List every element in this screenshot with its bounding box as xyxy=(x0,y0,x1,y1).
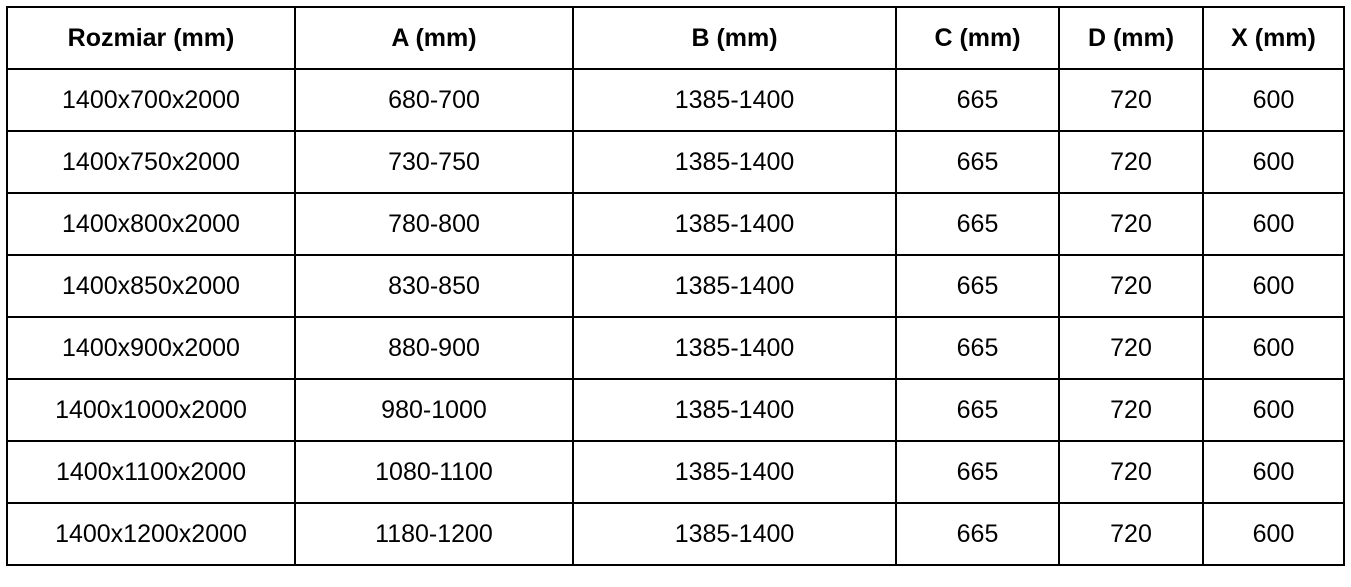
cell-x: 600 xyxy=(1202,502,1345,566)
cell-size: 1400x750x2000 xyxy=(6,130,296,194)
cell-size: 1400x1100x2000 xyxy=(6,440,296,504)
cell-c: 665 xyxy=(895,192,1060,256)
table-row: 1400x1000x2000 980-1000 1385-1400 665 720 600 xyxy=(6,378,1345,442)
cell-b: 1385-1400 xyxy=(572,316,897,380)
cell-size: 1400x700x2000 xyxy=(6,68,296,132)
header-size: Rozmiar (mm) xyxy=(6,6,296,70)
header-c: C (mm) xyxy=(895,6,1060,70)
cell-b: 1385-1400 xyxy=(572,502,897,566)
cell-b: 1385-1400 xyxy=(572,378,897,442)
cell-d: 720 xyxy=(1058,254,1204,318)
cell-a: 1080-1100 xyxy=(294,440,574,504)
cell-x: 600 xyxy=(1202,68,1345,132)
table-row: 1400x850x2000 830-850 1385-1400 665 720 600 xyxy=(6,254,1345,318)
cell-size: 1400x850x2000 xyxy=(6,254,296,318)
cell-a: 980-1000 xyxy=(294,378,574,442)
cell-a: 680-700 xyxy=(294,68,574,132)
cell-c: 665 xyxy=(895,378,1060,442)
cell-a: 730-750 xyxy=(294,130,574,194)
cell-c: 665 xyxy=(895,440,1060,504)
cell-b: 1385-1400 xyxy=(572,130,897,194)
cell-d: 720 xyxy=(1058,192,1204,256)
cell-d: 720 xyxy=(1058,68,1204,132)
cell-d: 720 xyxy=(1058,440,1204,504)
header-d: D (mm) xyxy=(1058,6,1204,70)
cell-size: 1400x1200x2000 xyxy=(6,502,296,566)
cell-size: 1400x900x2000 xyxy=(6,316,296,380)
cell-x: 600 xyxy=(1202,254,1345,318)
cell-c: 665 xyxy=(895,130,1060,194)
cell-a: 880-900 xyxy=(294,316,574,380)
cell-d: 720 xyxy=(1058,130,1204,194)
cell-b: 1385-1400 xyxy=(572,68,897,132)
cell-a: 1180-1200 xyxy=(294,502,574,566)
table-row: 1400x1200x2000 1180-1200 1385-1400 665 720 60… xyxy=(6,502,1345,566)
header-x: X (mm) xyxy=(1202,6,1345,70)
cell-c: 665 xyxy=(895,316,1060,380)
cell-a: 780-800 xyxy=(294,192,574,256)
table-row: 1400x800x2000 780-800 1385-1400 665 720 600 xyxy=(6,192,1345,256)
cell-b: 1385-1400 xyxy=(572,440,897,504)
dimensions-table: Rozmiar (mm) A (mm) B (mm) C (mm) D (mm)… xyxy=(6,6,1345,566)
table-row: 1400x900x2000 880-900 1385-1400 665 720 600 xyxy=(6,316,1345,380)
cell-x: 600 xyxy=(1202,440,1345,504)
cell-d: 720 xyxy=(1058,316,1204,380)
table-row: 1400x1100x2000 1080-1100 1385-1400 665 720 60… xyxy=(6,440,1345,504)
cell-d: 720 xyxy=(1058,378,1204,442)
cell-x: 600 xyxy=(1202,130,1345,194)
cell-x: 600 xyxy=(1202,316,1345,380)
header-a: A (mm) xyxy=(294,6,574,70)
cell-b: 1385-1400 xyxy=(572,254,897,318)
cell-a: 830-850 xyxy=(294,254,574,318)
cell-x: 600 xyxy=(1202,378,1345,442)
cell-d: 720 xyxy=(1058,502,1204,566)
cell-c: 665 xyxy=(895,68,1060,132)
header-b: B (mm) xyxy=(572,6,897,70)
table-row: 1400x750x2000 730-750 1385-1400 665 720 600 xyxy=(6,130,1345,194)
cell-size: 1400x1000x2000 xyxy=(6,378,296,442)
table-row: 1400x700x2000 680-700 1385-1400 665 720 600 xyxy=(6,68,1345,132)
cell-x: 600 xyxy=(1202,192,1345,256)
cell-c: 665 xyxy=(895,254,1060,318)
header-row: Rozmiar (mm) A (mm) B (mm) C (mm) D (mm)… xyxy=(6,6,1345,70)
cell-b: 1385-1400 xyxy=(572,192,897,256)
cell-size: 1400x800x2000 xyxy=(6,192,296,256)
cell-c: 665 xyxy=(895,502,1060,566)
